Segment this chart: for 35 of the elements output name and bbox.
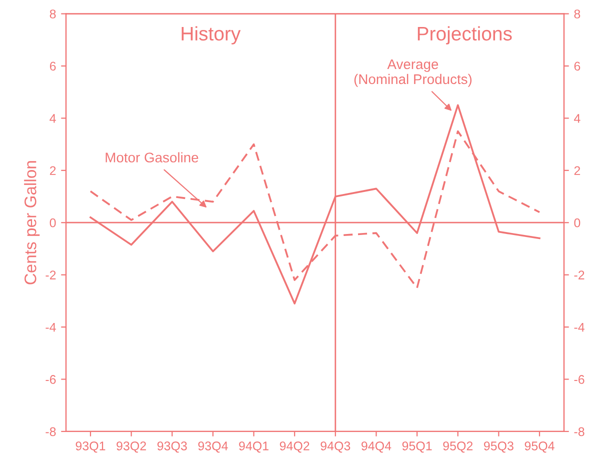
x-tick-label: 94Q4 — [362, 442, 392, 453]
y2-tick-label: -6 — [574, 375, 584, 384]
y-tick-label: -6 — [46, 375, 56, 384]
y2-tick-label: 6 — [574, 62, 580, 71]
y-tick-label: 6 — [50, 62, 56, 71]
x-tick-label: 93Q4 — [198, 442, 228, 453]
y2-tick-label: 8 — [574, 10, 580, 18]
x-tick-label: 95Q4 — [524, 442, 554, 453]
x-tick-label: 95Q1 — [402, 442, 432, 453]
y-axis-title: Cents per Gallon — [24, 161, 40, 284]
y-tick-label: -4 — [46, 322, 56, 332]
series-label: Average (Nominal Products) — [354, 59, 472, 87]
text: Motor Gasoline — [106, 152, 198, 162]
x-tick-label: 94Q1 — [239, 442, 268, 453]
y-tick-label: -8 — [46, 427, 56, 436]
y-tick-label: 8 — [50, 10, 56, 18]
y-tick-label: 0 — [50, 218, 56, 228]
x-tick-label: 94Q3 — [320, 442, 350, 453]
y-tick-label: 4 — [50, 114, 56, 123]
annotation: History — [182, 26, 241, 44]
y2-tick-label: 4 — [574, 114, 580, 123]
y2-tick-label: -2 — [574, 270, 584, 280]
y-tick-label: 2 — [50, 166, 56, 175]
x-tick-label: 93Q3 — [157, 442, 187, 453]
x-tick-label: 94Q2 — [280, 442, 310, 453]
annotation: Projections — [418, 26, 512, 44]
y-tick-label: -2 — [46, 270, 56, 280]
x-tick-label: 95Q3 — [484, 442, 514, 453]
x-tick-label: 95Q2 — [443, 442, 473, 453]
y2-tick-label: -4 — [574, 322, 584, 332]
x-tick-label: 93Q1 — [76, 442, 106, 453]
y2-tick-label: 0 — [574, 218, 580, 228]
y2-tick-label: -8 — [574, 427, 584, 436]
x-tick-label: 93Q2 — [116, 442, 146, 453]
y2-tick-label: 2 — [574, 166, 580, 175]
